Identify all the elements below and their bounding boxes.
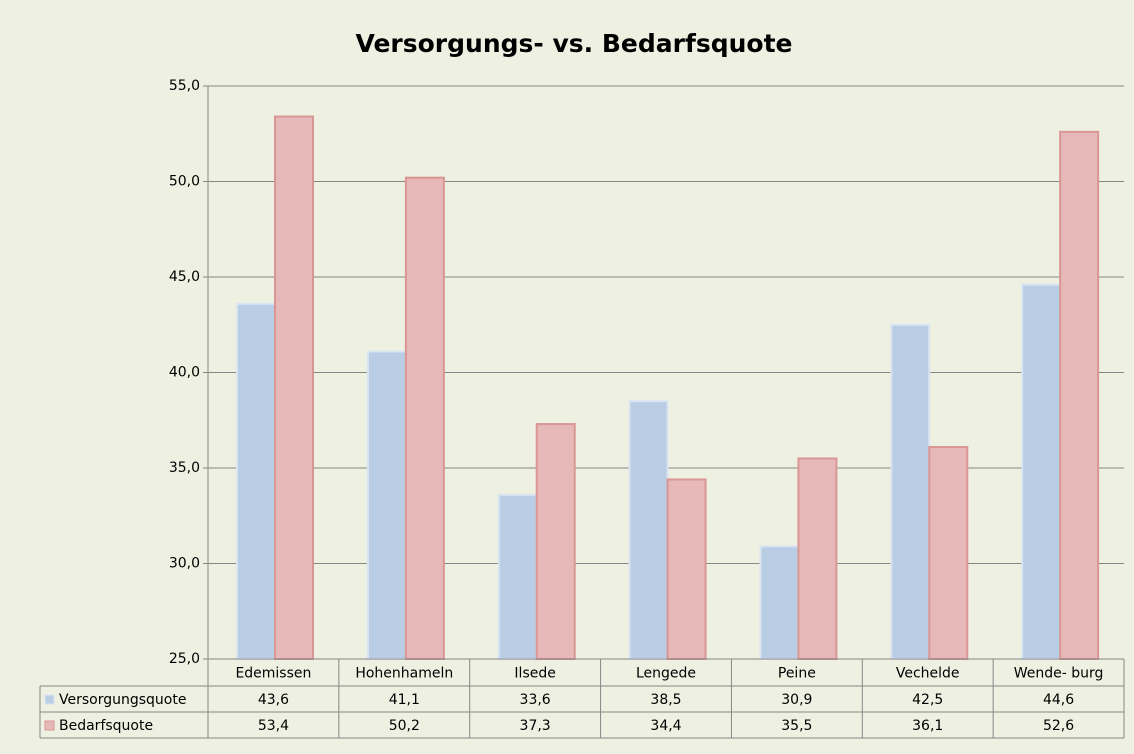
y-tick-label: 45,0 — [169, 269, 200, 285]
bar — [497, 493, 538, 660]
bar — [797, 457, 838, 661]
bar — [236, 302, 276, 660]
bar — [274, 115, 314, 660]
x-tick-label: Hohenhameln — [355, 666, 453, 682]
data-label: 42,5 — [912, 692, 943, 708]
chart-title: Versorgungs- vs. Bedarfsquote — [355, 29, 792, 58]
bar — [404, 176, 445, 660]
data-label: 52,6 — [1043, 718, 1074, 734]
legend-label: Versorgungsquote — [59, 692, 186, 708]
bar — [628, 400, 669, 660]
legend-marker — [44, 720, 55, 731]
data-label: 33,6 — [520, 692, 551, 708]
data-label: 41,1 — [389, 692, 420, 708]
data-label: 44,6 — [1043, 692, 1074, 708]
data-label: 34,4 — [650, 718, 681, 734]
data-label: 43,6 — [258, 692, 289, 708]
x-tick-label: Ilsede — [514, 666, 555, 682]
y-tick-label: 25,0 — [169, 651, 200, 667]
bar — [759, 545, 800, 660]
bar — [1059, 130, 1100, 660]
x-tick-label: Vechelde — [896, 666, 960, 682]
x-tick-label: Edemissen — [235, 666, 311, 682]
y-tick-label: 40,0 — [169, 365, 200, 381]
data-label: 50,2 — [389, 718, 420, 734]
y-tick-label: 55,0 — [169, 78, 200, 94]
x-tick-label: Peine — [778, 666, 816, 682]
y-tick-label: 30,0 — [169, 556, 200, 572]
bar — [890, 323, 931, 660]
y-tick-label: 35,0 — [169, 460, 200, 476]
data-label: 36,1 — [912, 718, 943, 734]
bar — [535, 423, 576, 660]
data-label: 53,4 — [258, 718, 289, 734]
bar — [666, 478, 707, 660]
bar — [928, 445, 969, 660]
legend-marker — [44, 694, 55, 705]
bar — [1021, 283, 1062, 660]
legend-label: Bedarfsquote — [59, 718, 153, 734]
data-label: 30,9 — [781, 692, 812, 708]
bar — [366, 350, 407, 660]
x-tick-label: Wende- burg — [1014, 666, 1104, 682]
data-label: 38,5 — [650, 692, 681, 708]
x-tick-label: Lengede — [636, 666, 696, 682]
y-tick-label: 50,0 — [169, 174, 200, 190]
data-label: 35,5 — [781, 718, 812, 734]
data-label: 37,3 — [520, 718, 551, 734]
